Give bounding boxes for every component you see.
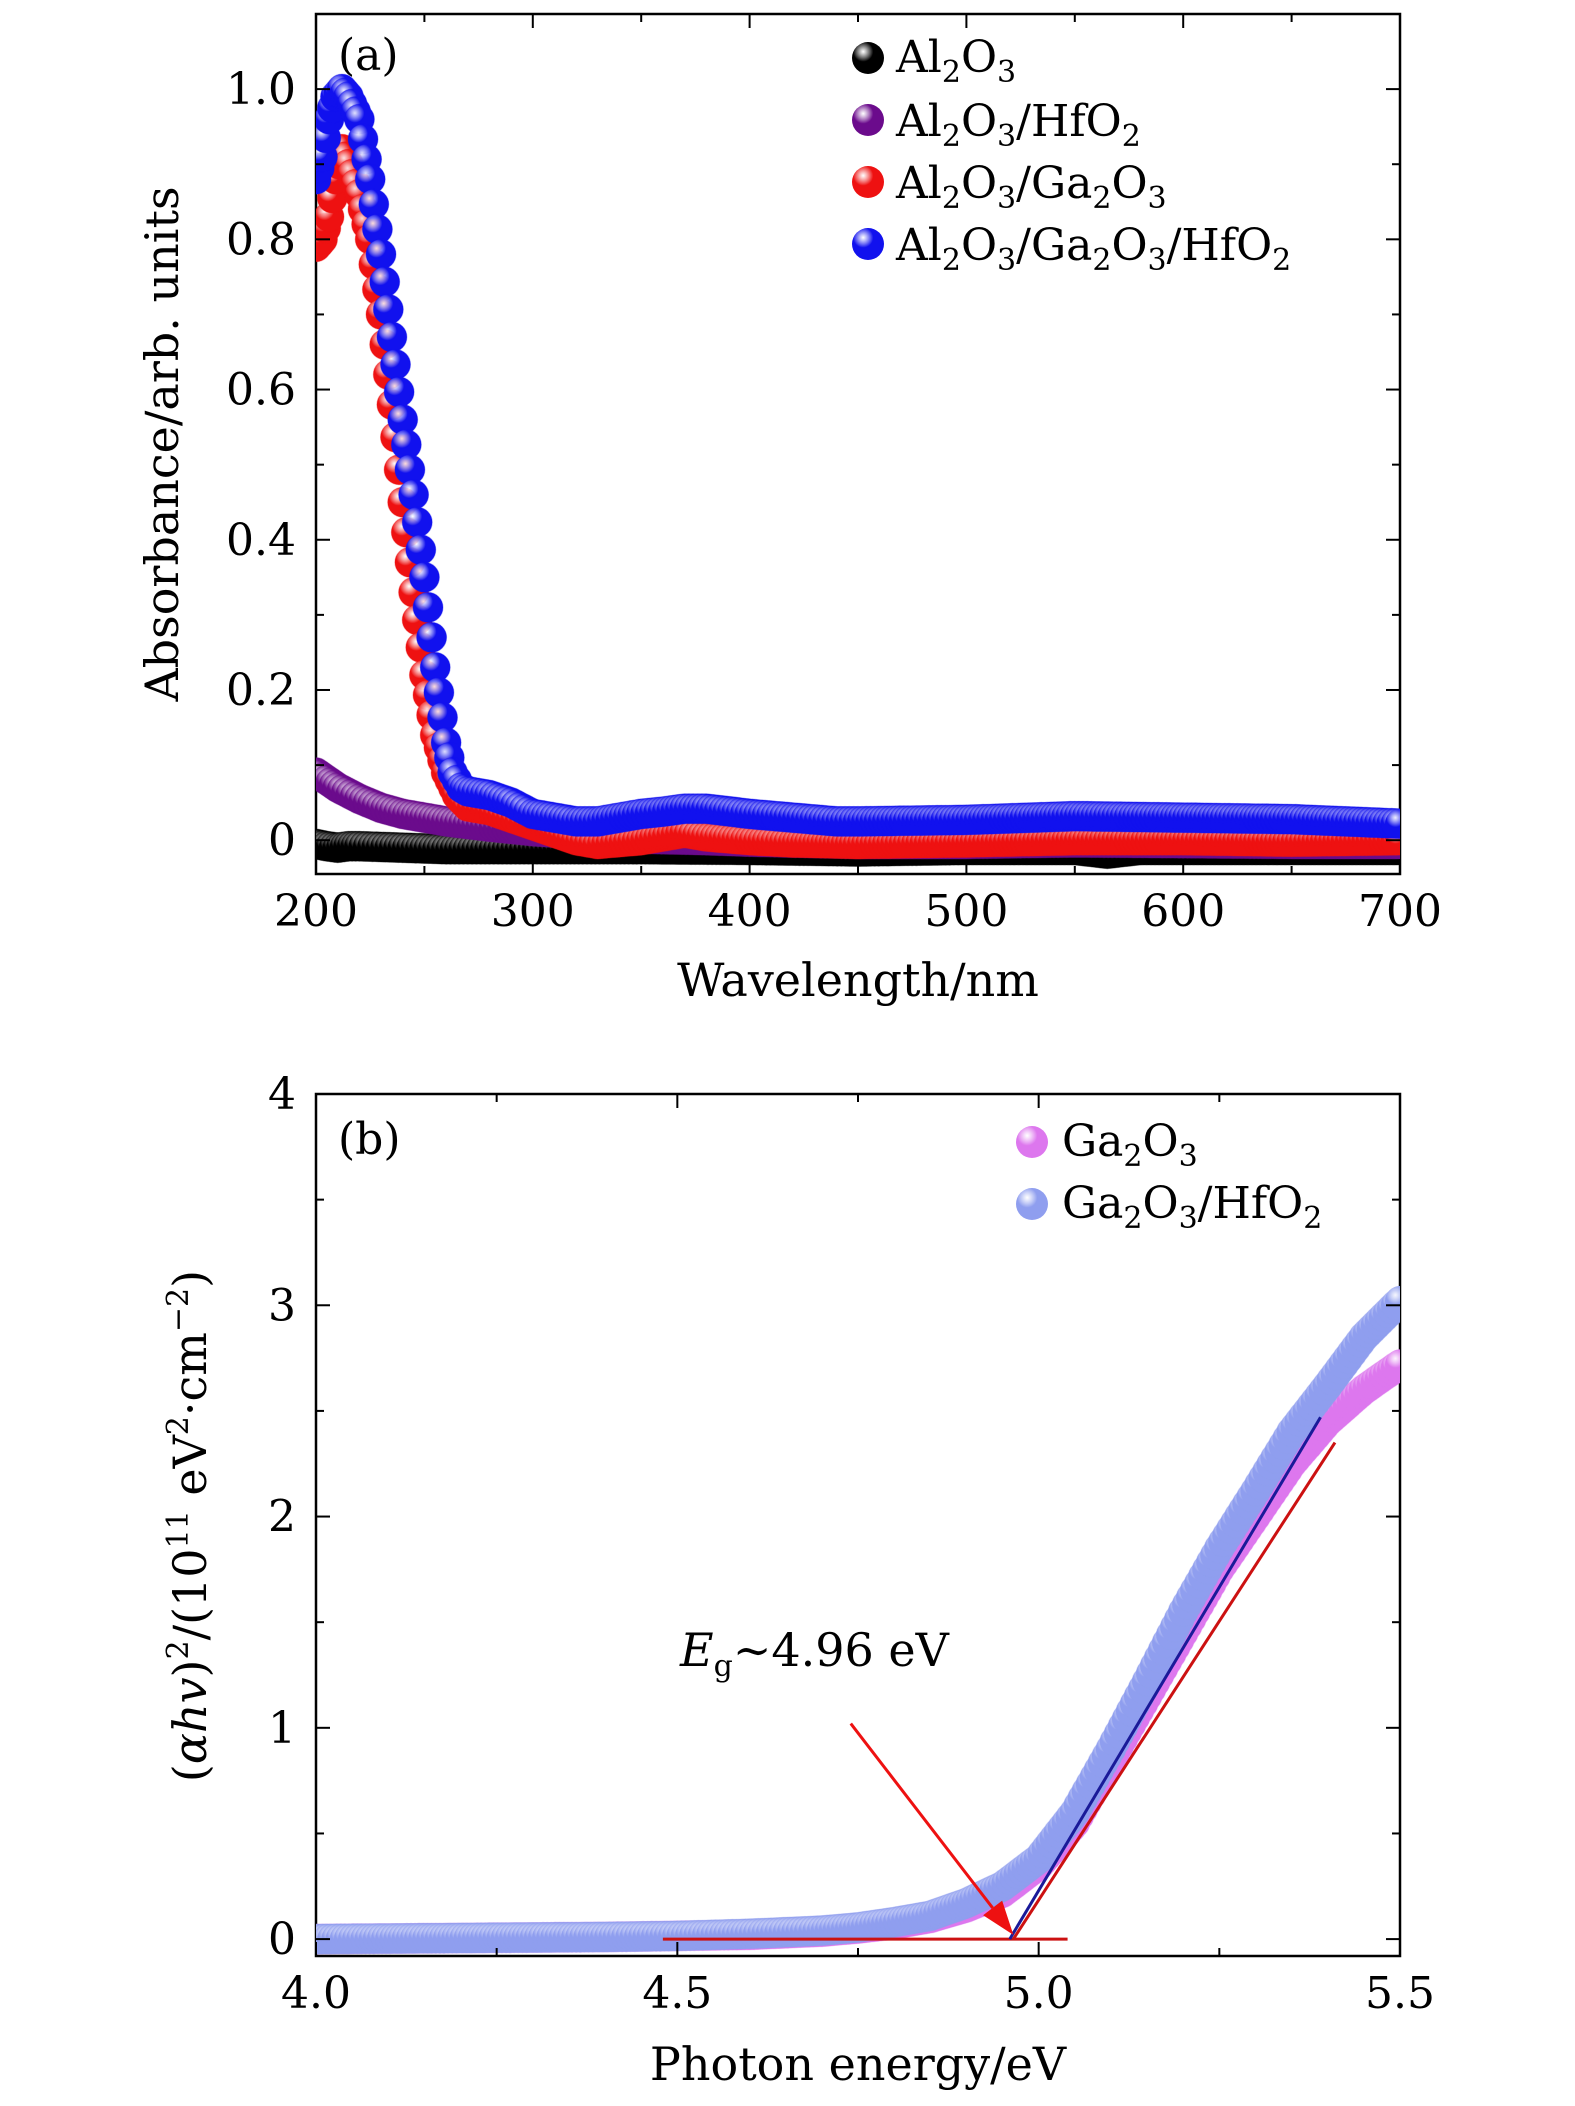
data-point (372, 293, 404, 325)
annotation-arrow-head (983, 1900, 1014, 1935)
x-tick-label: 400 (708, 886, 792, 937)
x-tick-label: 200 (274, 886, 358, 937)
data-point (365, 238, 397, 270)
panel-b-legend: Ga2O3 Ga2O3/HfO2 (1016, 1116, 1322, 1236)
legend-entry-al2o3: Al2O3 (895, 32, 1016, 90)
data-point (1385, 1349, 1400, 1380)
x-tick-label: 4.5 (642, 1968, 712, 2019)
x-tick-label: 500 (924, 886, 1008, 937)
data-point (376, 321, 408, 353)
legend-entry-al2o3-ga2o3-hfo2: Al2O3/Ga2O3/HfO2 (895, 220, 1291, 278)
legend-entry-al2o3-hfo2: Al2O3/HfO2 (895, 96, 1141, 154)
panel-b-chart: 4.0 4.5 5.0 5.5 0 1 2 3 4 (b) Photon energy/eV (… (161, 1069, 1435, 2091)
bandgap-annotation: Eg∼4.96 eV (679, 1623, 1014, 1935)
data-point (398, 479, 430, 511)
legend-entry-al2o3-ga2o3: Al2O3/Ga2O3 (895, 158, 1167, 216)
panel-a-chart: 200 300 400 500 600 700 0 0.2 0.4 0.6 0.8 1.0 (a) W… (135, 12, 1442, 1007)
legend-marker-al2o3 (852, 42, 884, 74)
x-tick-label: 700 (1358, 886, 1442, 937)
panel-b-xlabel: Photon energy/eV (650, 2037, 1067, 2091)
x-tick-label: 5.0 (1004, 1968, 1074, 2019)
x-tick-label: 600 (1141, 886, 1225, 937)
y-tick-label: 3 (268, 1280, 296, 1331)
data-point (369, 266, 401, 298)
panel-b-ticks: 4.0 4.5 5.0 5.5 0 1 2 3 4 (268, 1069, 1435, 2019)
legend-marker-al2o3-ga2o3-hfo2 (852, 228, 884, 260)
fit-line (1008, 1416, 1322, 1940)
data-point (416, 621, 448, 653)
legend-entry-ga2o3-hfo2: Ga2O3/HfO2 (1062, 1178, 1322, 1236)
bandgap-annotation-text: Eg∼4.96 eV (679, 1623, 950, 1684)
data-point (405, 534, 437, 566)
y-tick-label: 1 (268, 1703, 296, 1754)
data-point (380, 349, 411, 380)
y-tick-label: 0 (268, 1914, 296, 1965)
legend-marker-al2o3-ga2o3 (852, 166, 884, 198)
panel-a-label: (a) (338, 30, 399, 81)
data-point (401, 506, 433, 538)
data-point (408, 561, 440, 593)
panel-a-frame (314, 12, 1402, 876)
panel-b-label: (b) (338, 1114, 401, 1165)
panel-b-ylabel: (αhv)2/(1011 eV2·cm−2) (161, 1270, 217, 1782)
panel-a-legend: Al2O3 Al2O3/HfO2 Al2O3/Ga2O3 Al2O3/Ga2O3… (852, 32, 1291, 278)
y-tick-label: 4 (268, 1069, 296, 1120)
x-tick-label: 4.0 (281, 1968, 351, 2019)
y-tick-label: 0.8 (226, 214, 296, 265)
y-tick-label: 1.0 (226, 64, 296, 115)
legend-marker-ga2o3 (1016, 1126, 1048, 1158)
y-tick-label: 0.2 (226, 665, 296, 716)
y-tick-label: 0.6 (226, 365, 296, 416)
panel-a-data (316, 73, 1400, 870)
x-tick-label: 5.5 (1365, 1968, 1435, 2019)
annotation-arrow-shaft (849, 1722, 994, 1909)
panel-b-data (316, 1286, 1400, 1955)
data-point (1385, 1286, 1400, 1316)
y-tick-label: 2 (268, 1492, 296, 1543)
panel-a-xlabel: Wavelength/nm (677, 953, 1039, 1007)
data-point (412, 591, 444, 623)
panel-a-ylabel: Absorbance/arb. units (135, 186, 189, 702)
legend-entry-ga2o3: Ga2O3 (1062, 1116, 1198, 1174)
legend-marker-al2o3-hfo2 (852, 104, 884, 136)
y-tick-label: 0.4 (226, 515, 296, 566)
fit-line (1012, 1441, 1337, 1940)
data-point (383, 376, 415, 408)
data-point (1385, 808, 1400, 839)
x-tick-label: 300 (491, 886, 575, 937)
y-tick-label: 0 (268, 815, 296, 866)
series-ga2o3-hfo2 (316, 1286, 1400, 1955)
series-al2o3-ga2o3-hfo2 (316, 73, 1400, 839)
panel-a-ticks: 200 300 400 500 600 700 0 0.2 0.4 0.6 0.8 1.0 (226, 13, 1442, 937)
panel-b-fit-lines (662, 1416, 1337, 1941)
legend-marker-ga2o3-hfo2 (1016, 1188, 1048, 1220)
